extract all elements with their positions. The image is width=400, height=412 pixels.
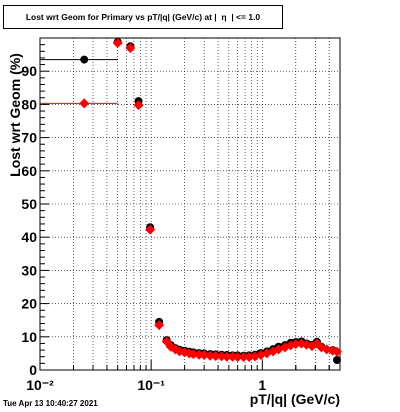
chart-title-box: Lost wrt Geom for Primary vs pT/|q| (GeV…	[3, 5, 283, 29]
data-point-red	[210, 351, 221, 362]
y-tick-label: 10	[21, 329, 37, 345]
data-point-red	[332, 346, 343, 357]
data-point-red	[145, 224, 156, 235]
timestamp: Tue Apr 13 10:40:27 2021	[3, 399, 98, 408]
data-point-red	[79, 98, 90, 109]
data-point-red	[232, 352, 243, 363]
data-point-red	[221, 351, 232, 362]
y-tick-label: 20	[21, 296, 37, 312]
y-axis-label: Lost wrt Geom (%)	[7, 53, 23, 177]
grid-lines	[39, 38, 341, 370]
x-tick-label: 1	[258, 377, 266, 393]
data-point-black	[80, 55, 89, 64]
y-tick-label: 0	[29, 362, 37, 378]
data-point-red	[244, 352, 255, 363]
x-tick-label: 10⁻¹	[137, 377, 165, 393]
data-point-black	[333, 356, 342, 365]
data-point-red	[188, 349, 199, 360]
data-point-red	[133, 100, 144, 111]
y-tick-label: 90	[21, 63, 37, 79]
data-point-red	[205, 350, 216, 361]
y-tick-label: 40	[21, 229, 37, 245]
tick-labels: 0 10 20 30 40 50 60 70 80 90 10⁻² 10⁻¹ 1	[21, 63, 266, 393]
plot-border	[39, 37, 341, 371]
data-point-red	[199, 350, 210, 361]
data-series	[40, 37, 343, 365]
y-tick-label: 80	[21, 96, 37, 112]
chart-title: Lost wrt Geom for Primary vs pT/|q| (GeV…	[25, 12, 261, 22]
data-point-red	[154, 320, 165, 331]
y-tick-label: 60	[21, 163, 37, 179]
data-point-red	[238, 352, 249, 363]
y-tick-label: 70	[21, 130, 37, 146]
data-point-red	[112, 37, 123, 48]
y-tick-label: 30	[21, 262, 37, 278]
x-tick-label: 10⁻²	[26, 377, 54, 393]
plot-frame	[39, 37, 341, 371]
y-tick-label: 50	[21, 196, 37, 212]
data-point-red	[125, 42, 136, 53]
x-axis-label: pT/|q| (GeV/c)	[250, 391, 340, 407]
data-point-red	[290, 339, 301, 350]
